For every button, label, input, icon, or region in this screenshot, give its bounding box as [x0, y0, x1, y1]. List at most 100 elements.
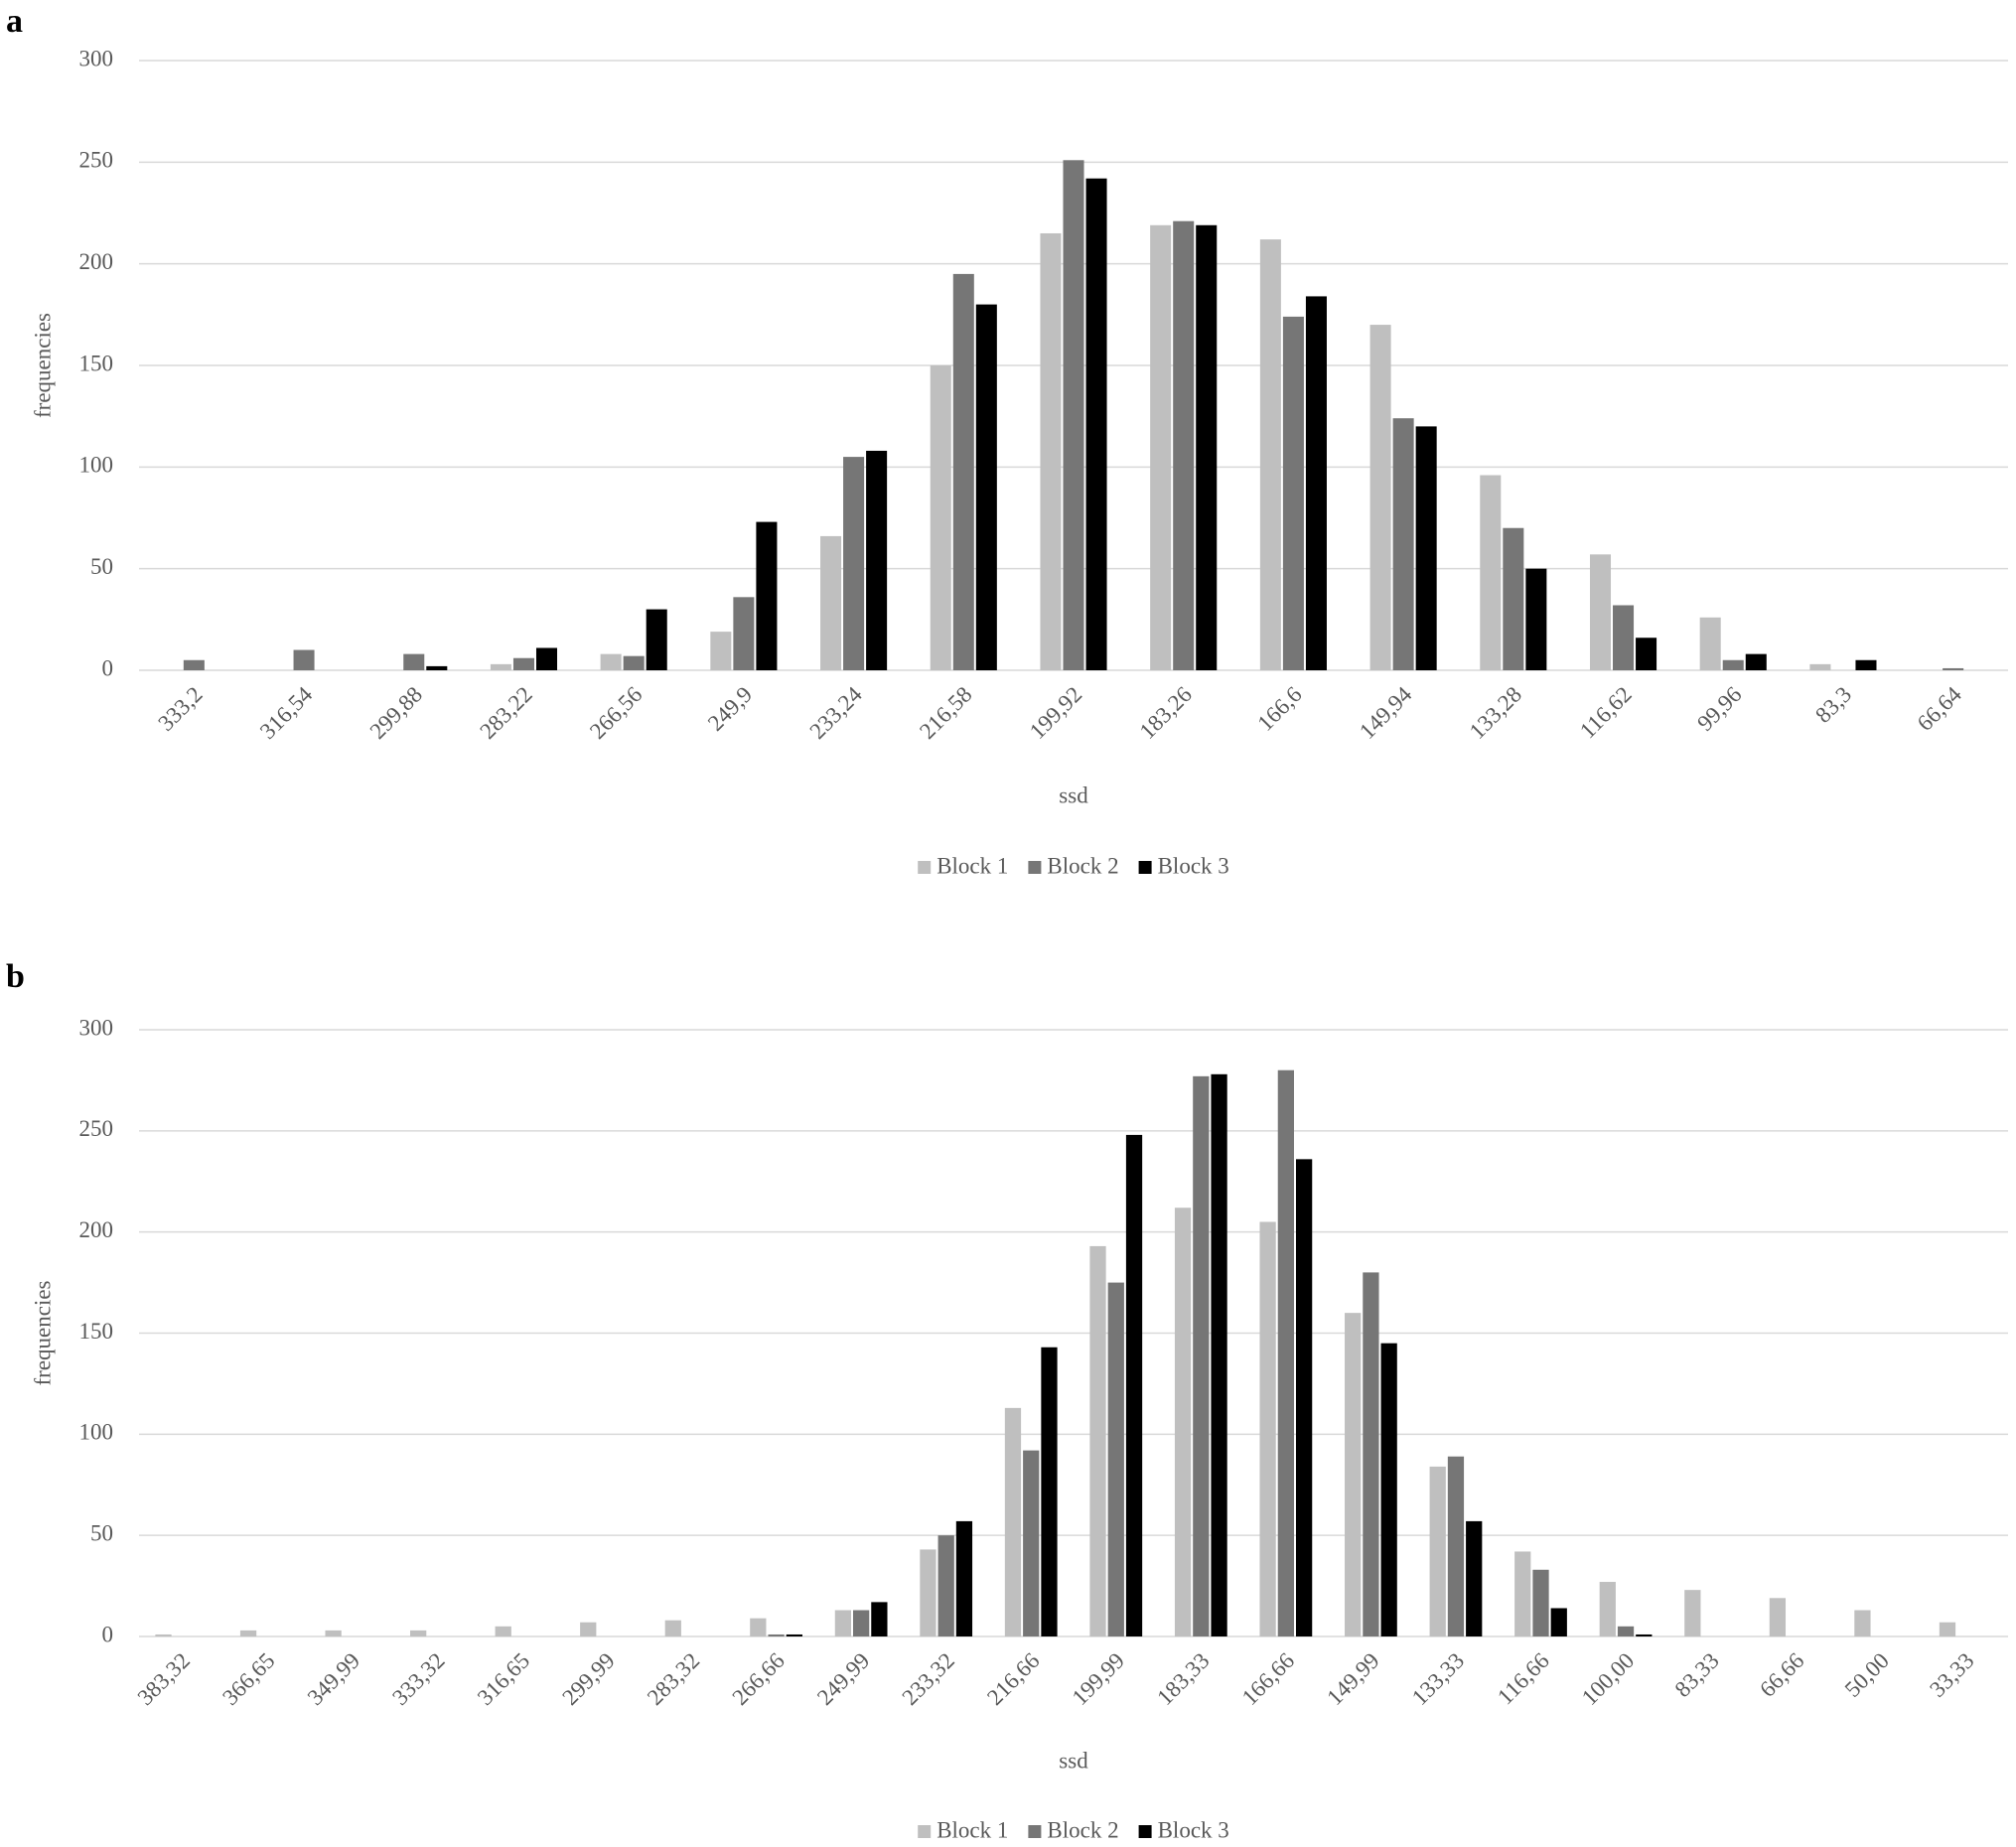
bar — [600, 653, 622, 670]
bar — [1854, 1610, 1871, 1636]
bar — [1809, 663, 1831, 670]
bar — [937, 1535, 954, 1636]
y-tick-label: 50 — [90, 1520, 113, 1545]
legend-swatch — [918, 861, 932, 874]
bar — [1063, 160, 1084, 670]
bar — [1480, 475, 1502, 670]
bar — [1040, 232, 1062, 670]
bar — [1369, 325, 1391, 670]
bar — [1363, 1272, 1379, 1636]
x-tick-label: 233,24 — [804, 681, 867, 744]
bar — [1196, 224, 1218, 670]
bar — [1023, 1450, 1040, 1636]
bar — [426, 665, 448, 670]
bar — [1939, 1622, 1956, 1636]
bar — [183, 659, 205, 670]
bar — [293, 649, 315, 670]
legend-label: Block 2 — [1047, 853, 1118, 878]
x-tick-label: 266,56 — [585, 682, 647, 744]
legend-label: Block 3 — [1158, 853, 1229, 878]
y-tick-label: 300 — [79, 46, 114, 71]
bar — [756, 521, 778, 670]
bar — [490, 663, 511, 670]
y-tick-label: 150 — [79, 1319, 114, 1344]
bar — [239, 1630, 257, 1636]
y-tick-label: 0 — [102, 1622, 114, 1646]
bar — [733, 597, 755, 670]
x-tick-label: 349,99 — [303, 1648, 364, 1710]
y-tick-label: 150 — [79, 351, 114, 375]
x-tick-label: 83,3 — [1810, 682, 1856, 728]
bar — [1636, 1634, 1653, 1636]
bar — [646, 609, 667, 670]
bar — [1745, 653, 1767, 670]
bar — [1599, 1582, 1616, 1636]
bar — [1514, 1551, 1531, 1636]
bar — [495, 1626, 511, 1636]
bar — [1769, 1598, 1787, 1636]
x-tick-label: 33,33 — [1925, 1648, 1978, 1702]
x-tick-label: 216,58 — [915, 682, 976, 744]
x-tick-label: 166,6 — [1252, 682, 1306, 736]
bar — [512, 657, 534, 670]
bar — [1636, 638, 1657, 670]
bar — [1532, 1569, 1549, 1636]
bar — [820, 535, 842, 670]
bar — [1345, 1313, 1362, 1636]
bar — [1380, 1343, 1397, 1636]
x-tick-label: 233,32 — [898, 1648, 959, 1710]
bar — [1041, 1347, 1058, 1636]
bar — [1173, 220, 1195, 671]
bar — [1089, 1245, 1106, 1636]
bar — [1107, 1282, 1124, 1636]
bar — [1085, 178, 1107, 670]
bar — [1305, 296, 1327, 670]
bar — [1699, 617, 1721, 670]
y-tick-label: 200 — [79, 1217, 114, 1242]
bar — [1282, 316, 1304, 670]
bar — [1392, 418, 1414, 670]
x-tick-label: 283,32 — [643, 1648, 704, 1710]
bar — [843, 457, 865, 670]
bar — [834, 1610, 852, 1636]
bar — [664, 1620, 681, 1636]
bar — [768, 1634, 785, 1636]
y-tick-label: 0 — [102, 655, 114, 680]
bar — [1722, 659, 1744, 670]
legend-swatch — [1138, 861, 1152, 874]
bar — [1277, 1069, 1294, 1636]
y-tick-label: 100 — [79, 453, 114, 478]
legend-label: Block 2 — [1047, 1817, 1118, 1842]
bar — [930, 365, 951, 670]
bar — [710, 632, 732, 670]
x-tick-label: 99,96 — [1692, 682, 1746, 736]
bar — [871, 1602, 888, 1636]
bar — [1613, 605, 1635, 670]
bar — [1259, 239, 1281, 670]
x-tick-label: 66,66 — [1755, 1648, 1808, 1702]
bar — [1150, 224, 1172, 670]
bar — [410, 1630, 427, 1636]
x-tick-label: 299,88 — [365, 682, 427, 744]
y-tick-label: 250 — [79, 1116, 114, 1141]
x-tick-label: 116,66 — [1493, 1648, 1554, 1710]
x-axis-title: ssd — [1059, 782, 1088, 807]
y-tick-label: 200 — [79, 249, 114, 274]
y-tick-label: 250 — [79, 148, 114, 173]
legend-label: Block 3 — [1158, 1817, 1229, 1842]
x-tick-label: 133,28 — [1465, 682, 1526, 744]
bar — [1004, 1407, 1022, 1636]
x-tick-label: 199,99 — [1068, 1648, 1129, 1710]
bar — [325, 1630, 342, 1636]
x-tick-label: 116,62 — [1575, 682, 1637, 744]
bar — [1855, 659, 1877, 670]
bar — [1211, 1073, 1227, 1636]
x-tick-label: 183,26 — [1135, 682, 1197, 744]
bar — [1415, 426, 1437, 670]
x-tick-label: 183,33 — [1152, 1648, 1214, 1710]
bar — [750, 1618, 767, 1636]
x-tick-label: 333,2 — [153, 682, 207, 736]
bar — [623, 655, 645, 670]
y-tick-label: 100 — [79, 1420, 114, 1445]
x-tick-label: 299,99 — [557, 1648, 619, 1710]
